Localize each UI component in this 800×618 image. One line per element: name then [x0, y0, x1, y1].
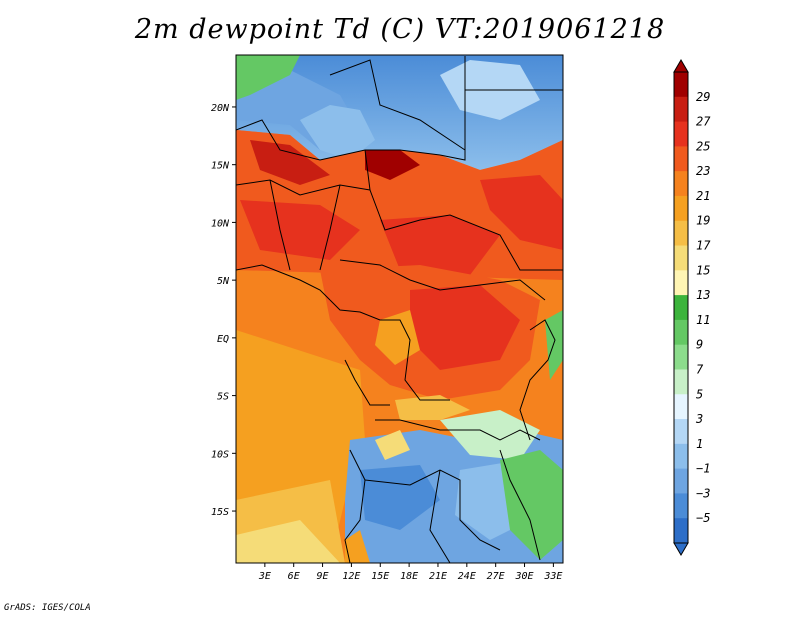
colorbar-swatch: [674, 319, 688, 346]
lat-label: 10S: [211, 449, 229, 460]
colorbar-swatch: [674, 171, 688, 197]
lon-label: 27E: [487, 571, 505, 582]
lon-label: 12E: [342, 571, 360, 582]
lon-label: 33E: [543, 571, 562, 582]
colorbar-swatch: [674, 344, 688, 370]
colorbar-label: 29: [696, 90, 710, 104]
lon-label: 24E: [458, 571, 476, 582]
longitude-axis: 3E 6E 9E 12E 15E 18E 21E 24E 27E 30E 33E: [258, 563, 562, 582]
colorbar-label: 13: [696, 288, 710, 302]
colorbar-label: 15: [696, 263, 710, 277]
colorbar-swatch: [674, 220, 688, 247]
colorbar-label: −5: [696, 511, 710, 525]
colorbar-swatch: [674, 443, 688, 470]
colorbar-label: 27: [696, 115, 711, 129]
colorbar-label: 9: [696, 338, 703, 352]
colorbar-border: [673, 71, 689, 544]
lat-label: 5S: [217, 392, 229, 403]
colorbar-top-arrow: [673, 59, 689, 73]
colorbar-label: −1: [696, 462, 710, 476]
colorbar-label: 23: [696, 164, 710, 178]
lon-label: 3E: [258, 571, 271, 582]
colorbar-swatch: [674, 72, 688, 98]
colorbar-swatch: [674, 394, 688, 420]
colorbar-label: 5: [696, 387, 703, 401]
footer-credit: GrADS: IGES/COLA: [4, 603, 91, 613]
colorbar-label: 19: [696, 214, 710, 228]
colorbar-label: 25: [696, 139, 710, 153]
lon-label: 18E: [400, 571, 418, 582]
lon-label: 21E: [429, 571, 447, 582]
latitude-axis: 20N 15N 10N 5N EQ 5S 10S 15S: [211, 103, 236, 518]
lat-label: 15N: [211, 161, 230, 172]
colorbar-swatch: [674, 419, 688, 445]
colorbar-swatch: [674, 146, 688, 172]
colorbar-label: −3: [696, 486, 710, 500]
colorbar-swatch: [674, 96, 688, 123]
colorbar-swatch: [674, 468, 688, 494]
colorbar-label: 11: [696, 313, 710, 327]
colorbar-swatch: [674, 295, 688, 321]
lat-label: 5N: [217, 276, 230, 287]
country-borders: [236, 56, 563, 563]
colorbar-label: 21: [696, 189, 710, 203]
colorbar-label: 17: [696, 239, 711, 253]
lon-label: 6E: [288, 571, 300, 582]
colorbar-swatch: [674, 121, 688, 147]
colorbar-swatch: [674, 245, 688, 271]
lat-label: 15S: [211, 507, 229, 518]
lat-label: 10N: [211, 218, 230, 229]
lon-label: 15E: [371, 571, 389, 582]
map-title: 2m dewpoint Td (C) VT:2019061218: [134, 14, 666, 45]
colorbar-swatch: [674, 493, 688, 519]
lat-label: 20N: [211, 103, 230, 114]
colorbar-swatch: [674, 518, 688, 544]
lon-label: 9E: [317, 571, 329, 582]
colorbar-swatch: [674, 270, 688, 296]
colorbar-label: 3: [695, 412, 703, 426]
colorbar-swatch: [674, 369, 688, 395]
colorbar-bottom-arrow: [673, 542, 689, 556]
colorbar-label: 7: [696, 362, 704, 376]
lat-label: EQ: [217, 334, 229, 345]
lon-label: 30E: [514, 571, 533, 582]
colorbar-swatch: [674, 195, 688, 222]
colorbar-label: 1: [696, 437, 703, 451]
colorbar: 29 27 25 23 21 19 17 15 13 11 9 7 5 3 1 −1 −3 −5: [673, 59, 711, 556]
